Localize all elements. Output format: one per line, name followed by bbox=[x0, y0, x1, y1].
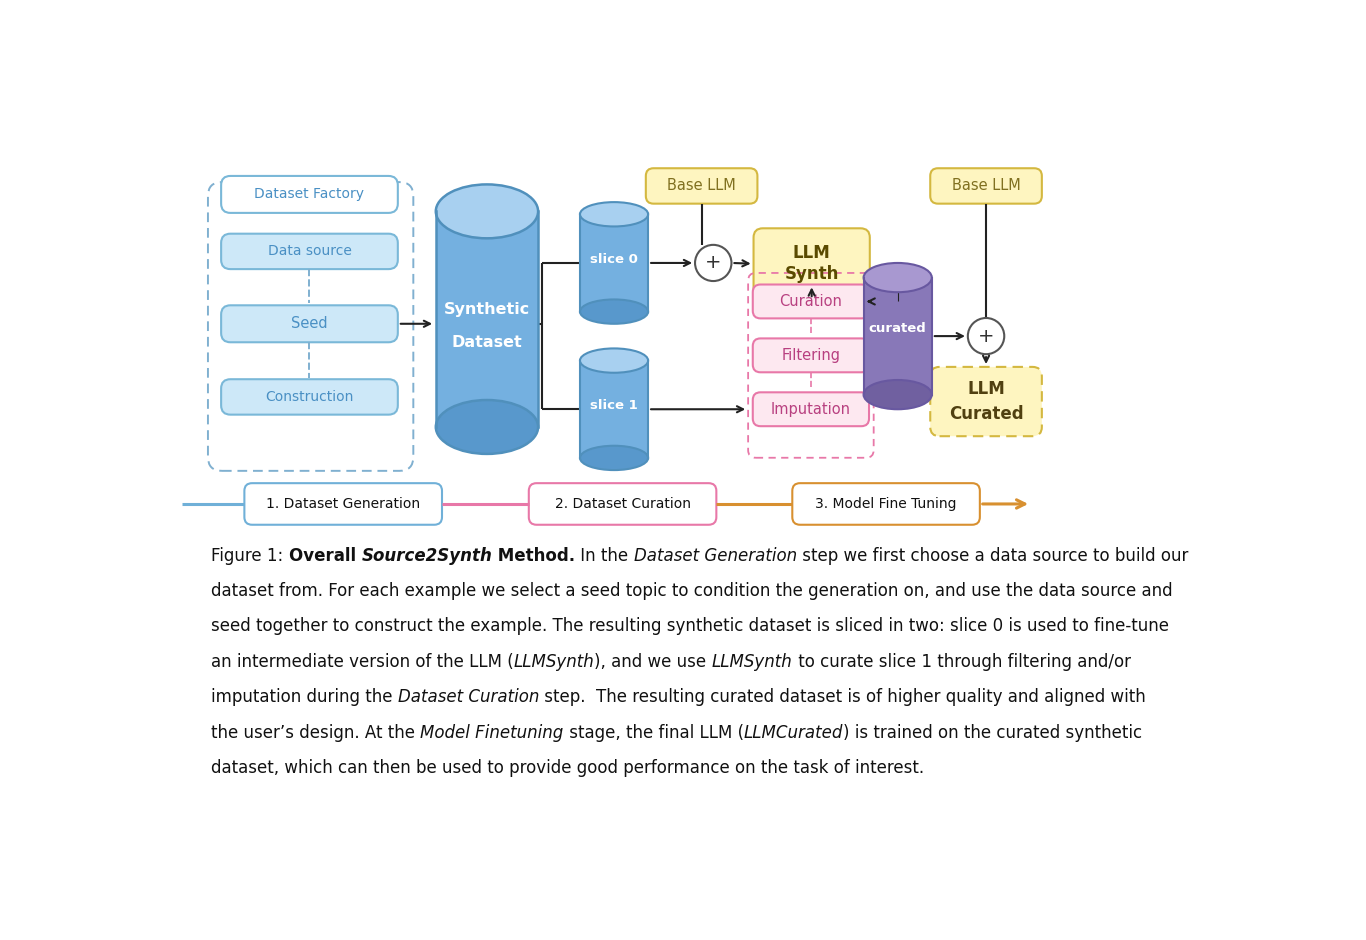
FancyBboxPatch shape bbox=[245, 483, 443, 525]
Text: 2. Dataset Curation: 2. Dataset Curation bbox=[555, 497, 691, 511]
Text: LLM: LLM bbox=[792, 244, 831, 262]
Text: Synth: Synth bbox=[784, 265, 839, 284]
Text: seed together to construct the example. The resulting synthetic dataset is slice: seed together to construct the example. … bbox=[212, 618, 1169, 635]
Text: Overall: Overall bbox=[288, 546, 362, 565]
FancyBboxPatch shape bbox=[792, 483, 979, 525]
Text: Dataset Generation: Dataset Generation bbox=[634, 546, 796, 565]
Text: imputation during the: imputation during the bbox=[212, 688, 398, 706]
Text: Curated: Curated bbox=[949, 405, 1023, 423]
FancyBboxPatch shape bbox=[221, 306, 398, 342]
Text: Dataset: Dataset bbox=[452, 335, 522, 350]
Text: LLMSynth: LLMSynth bbox=[514, 652, 594, 671]
Text: the user’s design. At the: the user’s design. At the bbox=[212, 724, 421, 742]
Text: ) is trained on the curated synthetic: ) is trained on the curated synthetic bbox=[843, 724, 1142, 742]
Text: Construction: Construction bbox=[265, 390, 354, 404]
Circle shape bbox=[695, 244, 731, 281]
Text: Filtering: Filtering bbox=[781, 348, 840, 363]
Text: +: + bbox=[978, 326, 994, 346]
Text: step.  The resulting curated dataset is of higher quality and aligned with: step. The resulting curated dataset is o… bbox=[540, 688, 1146, 706]
Polygon shape bbox=[581, 361, 647, 458]
FancyBboxPatch shape bbox=[930, 168, 1042, 204]
Text: Synthetic: Synthetic bbox=[444, 302, 530, 317]
Ellipse shape bbox=[436, 400, 538, 454]
Ellipse shape bbox=[863, 263, 932, 292]
FancyBboxPatch shape bbox=[221, 176, 398, 212]
Text: Dataset Factory: Dataset Factory bbox=[254, 187, 365, 201]
Text: In the: In the bbox=[575, 546, 634, 565]
FancyBboxPatch shape bbox=[646, 168, 757, 204]
Text: +: + bbox=[705, 254, 721, 273]
FancyBboxPatch shape bbox=[930, 367, 1042, 436]
Text: Base LLM: Base LLM bbox=[667, 179, 736, 194]
Text: dataset from. For each example we select a seed topic to condition the generatio: dataset from. For each example we select… bbox=[212, 582, 1172, 600]
FancyBboxPatch shape bbox=[221, 234, 398, 269]
Text: LLMSynth: LLMSynth bbox=[712, 652, 792, 671]
Ellipse shape bbox=[581, 300, 647, 323]
Text: curated: curated bbox=[869, 321, 926, 335]
Text: to curate slice 1 through filtering and/or: to curate slice 1 through filtering and/… bbox=[792, 652, 1131, 671]
Polygon shape bbox=[581, 214, 647, 312]
Text: slice 1: slice 1 bbox=[590, 399, 638, 412]
Text: Source2Synth: Source2Synth bbox=[362, 546, 492, 565]
Text: dataset, which can then be used to provide good performance on the task of inter: dataset, which can then be used to provi… bbox=[212, 760, 925, 777]
Text: step we first choose a data source to build our: step we first choose a data source to bu… bbox=[796, 546, 1188, 565]
FancyBboxPatch shape bbox=[753, 285, 869, 319]
Text: LLM: LLM bbox=[967, 380, 1005, 399]
Text: Curation: Curation bbox=[780, 294, 843, 309]
Text: Dataset Curation: Dataset Curation bbox=[398, 688, 540, 706]
Text: Data source: Data source bbox=[268, 244, 351, 258]
Text: LLMCurated: LLMCurated bbox=[743, 724, 843, 742]
Text: Imputation: Imputation bbox=[770, 401, 851, 416]
Text: 3. Model Fine Tuning: 3. Model Fine Tuning bbox=[816, 497, 956, 511]
Ellipse shape bbox=[581, 202, 647, 227]
Ellipse shape bbox=[436, 184, 538, 239]
Text: 1. Dataset Generation: 1. Dataset Generation bbox=[266, 497, 421, 511]
Ellipse shape bbox=[581, 349, 647, 373]
Text: stage, the final LLM (: stage, the final LLM ( bbox=[564, 724, 743, 742]
Text: Model Finetuning: Model Finetuning bbox=[421, 724, 564, 742]
Text: Seed: Seed bbox=[291, 316, 328, 331]
Text: Method.: Method. bbox=[492, 546, 575, 565]
Text: ), and we use: ), and we use bbox=[594, 652, 712, 671]
Ellipse shape bbox=[581, 446, 647, 470]
FancyBboxPatch shape bbox=[221, 379, 398, 415]
Polygon shape bbox=[436, 212, 538, 427]
FancyBboxPatch shape bbox=[529, 483, 716, 525]
FancyBboxPatch shape bbox=[753, 338, 869, 372]
FancyBboxPatch shape bbox=[753, 392, 869, 426]
Circle shape bbox=[968, 318, 1004, 354]
Text: Base LLM: Base LLM bbox=[952, 179, 1020, 194]
Text: slice 0: slice 0 bbox=[590, 253, 638, 266]
Text: Figure 1:: Figure 1: bbox=[212, 546, 288, 565]
Polygon shape bbox=[863, 277, 932, 395]
FancyBboxPatch shape bbox=[754, 228, 870, 299]
Ellipse shape bbox=[863, 380, 932, 409]
Text: an intermediate version of the LLM (: an intermediate version of the LLM ( bbox=[212, 652, 514, 671]
